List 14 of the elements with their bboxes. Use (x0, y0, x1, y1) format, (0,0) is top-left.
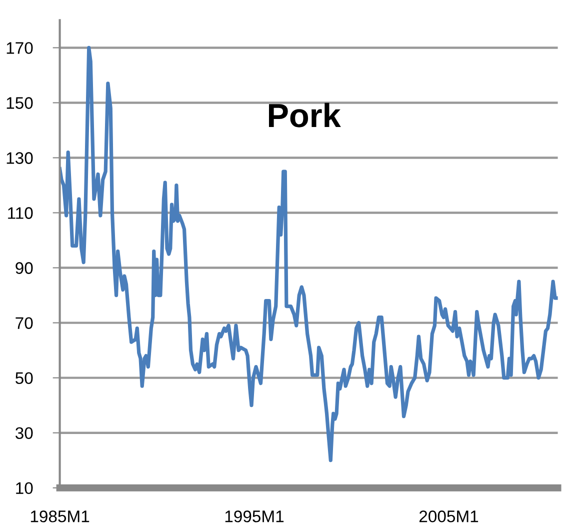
y-tick-label: 170 (6, 42, 33, 54)
y-tick-label: 150 (6, 97, 33, 109)
x-tick-label: 1985M1 (30, 510, 90, 522)
y-tick-label: 90 (16, 262, 33, 274)
y-tick-label: 110 (8, 207, 33, 219)
y-tick-label: 30 (15, 427, 33, 440)
x-tick-label: 2005M1 (419, 510, 478, 522)
line-series (60, 46, 558, 462)
y-tick-label: 70 (16, 317, 33, 329)
y-tick-label: 130 (6, 152, 33, 164)
y-tick-label: 10 (16, 482, 33, 494)
x-tick-label: 1995M1 (225, 510, 284, 522)
text: Pork (268, 102, 341, 128)
y-tick-label: 50 (16, 372, 33, 384)
